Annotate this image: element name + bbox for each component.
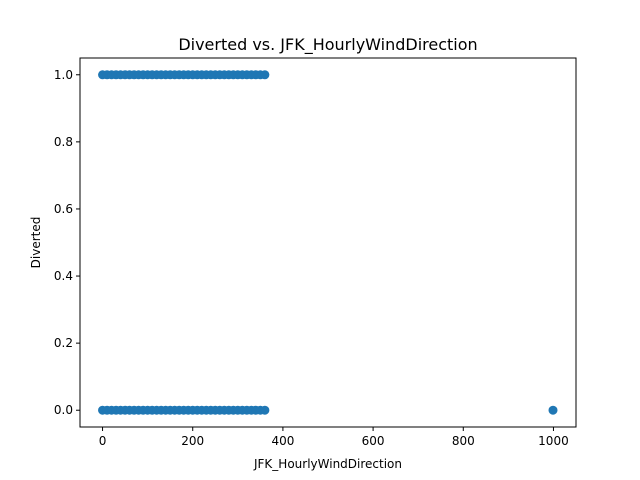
chart-title: Diverted vs. JFK_HourlyWindDirection xyxy=(178,35,477,55)
x-tick-label: 1000 xyxy=(538,434,569,448)
y-axis: 0.0 0.2 0.4 0.6 0.8 1.0 xyxy=(54,68,80,417)
y-tick-label: 0.6 xyxy=(54,202,73,216)
x-tick-label: 600 xyxy=(362,434,385,448)
y-tick-label: 1.0 xyxy=(54,68,73,82)
x-tick-label: 800 xyxy=(452,434,475,448)
data-point xyxy=(548,405,558,415)
x-axis: 0 200 400 600 800 1000 xyxy=(99,427,569,448)
x-tick-label: 0 xyxy=(99,434,107,448)
y-tick-label: 0.0 xyxy=(54,403,73,417)
y-tick-label: 0.8 xyxy=(54,135,73,149)
y-tick-label: 0.4 xyxy=(54,269,73,283)
x-axis-label: JFK_HourlyWindDirection xyxy=(253,457,402,471)
x-tick-label: 400 xyxy=(271,434,294,448)
y-axis-label: Diverted xyxy=(29,217,43,269)
x-tick-label: 200 xyxy=(181,434,204,448)
y-tick-label: 0.2 xyxy=(54,336,73,350)
plot-area xyxy=(98,70,558,415)
axes-frame xyxy=(79,57,577,428)
data-point xyxy=(260,70,270,80)
data-point xyxy=(260,405,270,415)
